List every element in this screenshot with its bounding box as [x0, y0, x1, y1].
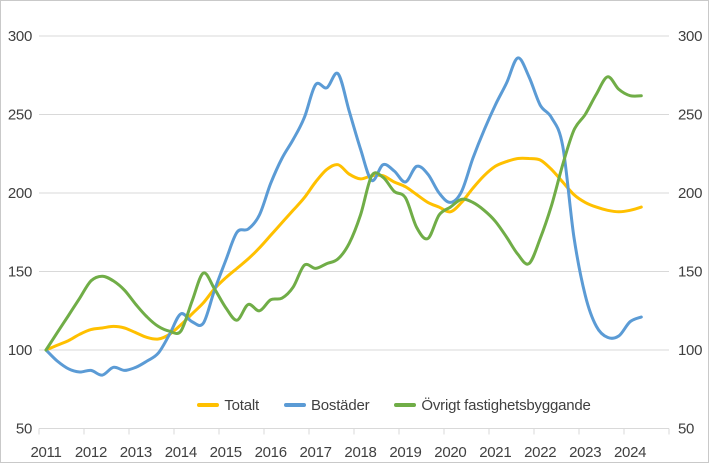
- svg-text:2017: 2017: [299, 444, 331, 461]
- svg-text:2011: 2011: [30, 444, 61, 461]
- svg-text:150: 150: [678, 264, 702, 281]
- svg-text:2023: 2023: [569, 444, 601, 461]
- gridlines: [39, 35, 669, 351]
- legend-line-icon-ovrigt: [394, 403, 417, 407]
- legend-line-icon-totalt: [197, 403, 220, 407]
- svg-text:2012: 2012: [75, 444, 107, 461]
- series-lines: [44, 56, 643, 377]
- legend-item-bostader: Bostäder: [283, 396, 370, 414]
- svg-text:2022: 2022: [524, 444, 556, 461]
- series-line-ovrigt: [44, 75, 643, 352]
- svg-text:2015: 2015: [210, 444, 242, 461]
- svg-text:2024: 2024: [614, 444, 646, 461]
- svg-text:100: 100: [8, 342, 32, 359]
- svg-text:2020: 2020: [434, 444, 466, 461]
- svg-text:2013: 2013: [120, 444, 152, 461]
- svg-text:2021: 2021: [479, 444, 511, 461]
- svg-text:200: 200: [678, 185, 702, 202]
- svg-text:200: 200: [8, 185, 32, 202]
- svg-text:300: 300: [678, 28, 702, 45]
- legend-label-bostader: Bostäder: [310, 396, 370, 414]
- svg-text:50: 50: [16, 421, 32, 438]
- svg-text:250: 250: [678, 107, 702, 124]
- legend-line-icon-bostader: [283, 403, 306, 407]
- chart-legend: Totalt Bostäder Övrigt fastighetsbyggand…: [80, 396, 708, 414]
- series-line-totalt: [44, 156, 643, 352]
- svg-text:100: 100: [678, 342, 702, 359]
- legend-label-totalt: Totalt: [224, 396, 259, 414]
- svg-text:2019: 2019: [389, 444, 421, 461]
- svg-text:2018: 2018: [344, 444, 376, 461]
- legend-item-ovrigt: Övrigt fastighetsbyggande: [394, 396, 591, 414]
- legend-item-totalt: Totalt: [197, 397, 259, 414]
- svg-text:250: 250: [8, 107, 32, 124]
- svg-text:2014: 2014: [165, 444, 197, 461]
- series-line-bostader: [44, 56, 643, 377]
- y-axis-labels-left: 300 250 200 150 100 50: [8, 28, 32, 438]
- svg-text:2016: 2016: [255, 444, 287, 461]
- svg-text:50: 50: [678, 421, 694, 438]
- y-axis-labels-right: 300 250 200 150 100 50: [678, 28, 702, 438]
- svg-text:150: 150: [8, 264, 32, 281]
- x-axis-labels: 2011 2012 2013 2014 2015 2016 2017 2018 2019 2020…: [30, 444, 646, 461]
- svg-text:300: 300: [8, 28, 32, 45]
- x-axis: [38, 428, 670, 435]
- legend-label-ovrigt: Övrigt fastighetsbyggande: [421, 396, 591, 414]
